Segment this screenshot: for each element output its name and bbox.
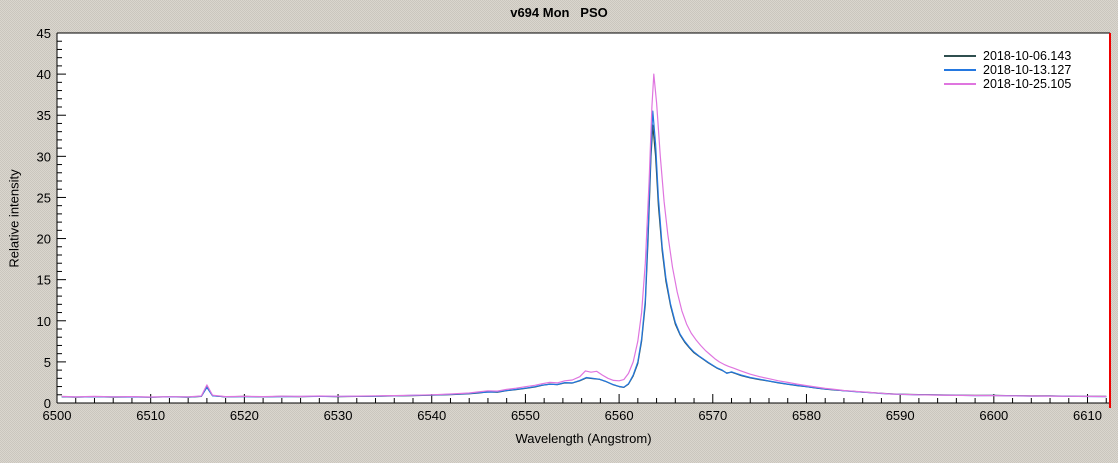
legend-line-sample [944,54,976,57]
y-tick-label: 5 [44,355,51,370]
x-tick-label: 6590 [886,408,915,423]
legend-item: 2018-10-13.127 [944,62,1072,77]
legend: 2018-10-06.143 2018-10-13.127 2018-10-25… [944,48,1072,91]
y-tick-label: 0 [44,396,51,411]
x-tick-label: 6550 [511,408,540,423]
y-tick-label: 25 [37,190,51,205]
legend-line-sample [944,82,976,85]
legend-label: 2018-10-06.143 [983,48,1072,63]
x-tick-label: 6540 [417,408,446,423]
x-tick-label: 6520 [230,408,259,423]
y-axis-label: Relative intensity [6,169,22,268]
x-tick-label: 6580 [792,408,821,423]
y-tick-label: 10 [37,314,51,329]
spectrum-curve [61,73,1107,398]
x-tick-label: 6600 [979,408,1008,423]
y-tick-label: 20 [37,232,51,247]
x-axis-label: Wavelength (Angstrom) [515,431,652,446]
legend-item: 2018-10-25.105 [944,76,1072,91]
y-tick-label: 35 [37,108,51,123]
chart-title: v694 Mon PSO [510,5,608,20]
x-tick-label: 6530 [324,408,353,423]
y-tick-label: 45 [37,26,51,41]
x-tick-label: 6570 [698,408,727,423]
legend-label: 2018-10-25.105 [983,76,1072,91]
y-tick-label: 30 [37,149,51,164]
legend-item: 2018-10-06.143 [944,48,1072,63]
legend-label: 2018-10-13.127 [983,62,1072,77]
x-tick-label: 6500 [43,408,72,423]
plot-background [57,33,1110,403]
legend-line-sample [944,68,976,71]
y-tick-label: 15 [37,273,51,288]
x-tick-label: 6560 [605,408,634,423]
x-tick-label: 6610 [1073,408,1102,423]
x-tick-label: 6510 [136,408,165,423]
y-tick-label: 40 [37,67,51,82]
